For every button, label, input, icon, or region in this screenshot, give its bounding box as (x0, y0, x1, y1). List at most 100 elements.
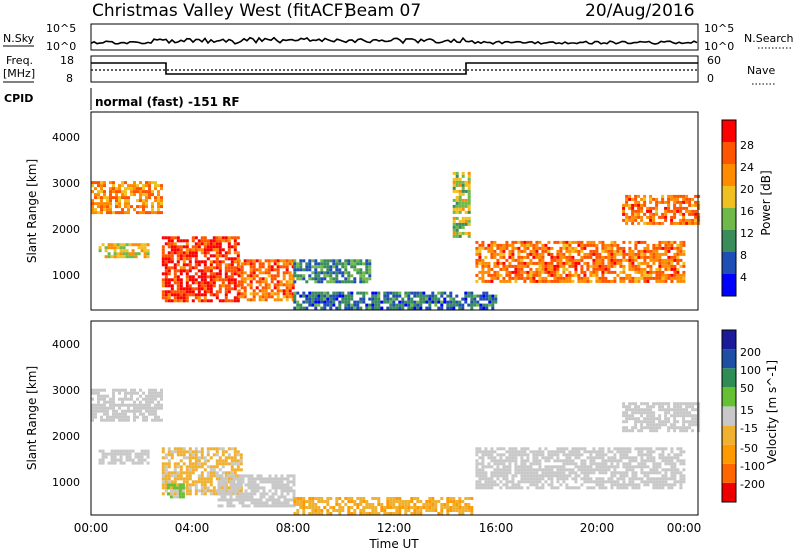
heatmap-cell-6 (532, 456, 536, 460)
heatmap-cell-7 (616, 249, 620, 253)
heatmap-cell-6 (458, 180, 462, 184)
heatmap-cell-6 (595, 465, 599, 469)
heatmap-cell-6 (559, 459, 563, 463)
heatmap-cell-7 (541, 255, 545, 259)
heatmap-cell-0 (133, 406, 136, 410)
heatmap-cell-4 (286, 498, 290, 502)
heatmap-cell-6 (652, 480, 656, 484)
heatmap-cell-6 (481, 453, 485, 457)
heatmap-cell-5 (371, 291, 375, 295)
heatmap-cell-6 (577, 450, 581, 454)
heatmap-cell-2 (197, 263, 201, 267)
heatmap-cell-0 (151, 400, 154, 404)
heatmap-cell-4 (232, 483, 236, 487)
heatmap-cell-6 (628, 459, 632, 463)
heatmap-cell-2 (224, 236, 228, 240)
heatmap-cell-2 (215, 477, 219, 481)
heatmap-cell-0 (157, 205, 160, 209)
heatmap-cell-7 (637, 255, 641, 259)
heatmap-cell-4 (280, 477, 284, 481)
heatmap-cell-6 (598, 483, 602, 487)
heatmap-cell-7 (613, 276, 617, 280)
heatmap-cell-0 (151, 409, 154, 413)
heatmap-cell-5 (398, 500, 402, 503)
heatmap-cell-2 (233, 450, 237, 454)
heatmap-cell-2 (194, 236, 198, 240)
heatmap-cell-5 (326, 512, 330, 515)
heatmap-cell-7 (661, 420, 665, 424)
heatmap-cell-7 (481, 246, 485, 250)
heatmap-cell-5 (449, 497, 453, 500)
heatmap-cell-2 (167, 474, 171, 478)
heatmap-cell-3 (252, 289, 256, 293)
heatmap-cell-7 (598, 258, 602, 262)
heatmap-cell-8 (643, 197, 647, 201)
heatmap-cell-3 (243, 259, 247, 263)
heatmap-cell-5 (326, 509, 330, 512)
heatmap-cell-6 (538, 480, 542, 484)
heatmap-cell-7 (634, 426, 638, 430)
heatmap-cell-0 (94, 388, 97, 392)
heatmap-cell-2 (233, 245, 237, 249)
heatmap-cell-2 (197, 465, 201, 469)
heatmap-cell-7 (640, 252, 644, 256)
heatmap-cell-3 (270, 274, 274, 278)
heatmap-cell-5 (317, 291, 321, 295)
heatmap-cell-6 (464, 204, 468, 208)
heatmap-cell-2 (170, 471, 174, 475)
heatmap-cell-2 (182, 293, 186, 297)
heatmap-cell-4 (232, 474, 236, 478)
heatmap-cell-7 (628, 240, 632, 244)
heatmap-cell-8 (670, 218, 674, 222)
heatmap-cell-2 (218, 468, 222, 472)
heatmap-cell-8 (664, 209, 668, 213)
vel-cbar-tick-15: 15 (740, 404, 754, 417)
heatmap-cell-8 (670, 209, 674, 213)
heatmap-cell-7 (598, 267, 602, 271)
heatmap-cell-6 (649, 456, 653, 460)
heatmap-cell-5 (374, 512, 378, 515)
heatmap-cell-2 (212, 275, 216, 279)
heatmap-cell-7 (646, 420, 650, 424)
heatmap-cell-4 (220, 483, 224, 487)
heatmap-cell-7 (553, 276, 557, 280)
heatmap-cell-5 (431, 500, 435, 503)
heatmap-cell-4 (293, 265, 297, 269)
heatmap-cell-7 (556, 264, 560, 268)
heatmap-cell-0 (109, 415, 112, 419)
heatmap-cell-7 (673, 246, 677, 250)
heatmap-cell-6 (580, 468, 584, 472)
heatmap-cell-5 (335, 497, 339, 500)
heatmap-cell-4 (268, 477, 272, 481)
heatmap-cell-4 (323, 265, 327, 269)
heatmap-cell-8 (622, 206, 626, 210)
heatmap-cell-7 (487, 270, 491, 274)
heatmap-cell-8 (685, 221, 689, 225)
heatmap-cell-5 (296, 503, 300, 506)
heatmap-cell-5 (368, 306, 372, 310)
heatmap-cell-0 (142, 190, 145, 194)
heatmap-cell-6 (541, 471, 545, 475)
heatmap-cell-7 (541, 249, 545, 253)
heatmap-cell-4 (293, 274, 297, 278)
heatmap-cell-4 (256, 483, 260, 487)
heatmap-cell-6 (619, 474, 623, 478)
heatmap-cell-7 (676, 408, 680, 412)
power-cbar-tick-8: 8 (740, 249, 747, 262)
heatmap-cell-7 (691, 414, 695, 418)
heatmap-cell-5 (428, 506, 432, 509)
heatmap-cell-7 (565, 240, 569, 244)
heatmap-cell-5 (452, 500, 456, 503)
heatmap-cell-6 (508, 468, 512, 472)
heatmap-cell-7 (697, 426, 701, 430)
heatmap-cell-4 (305, 268, 309, 272)
heatmap-cell-2 (170, 239, 174, 243)
xtick-1600: 16:00 (479, 521, 514, 535)
heatmap-cell-5 (494, 300, 498, 304)
heatmap-cell-2 (167, 450, 171, 454)
heatmap-cell-5 (440, 294, 444, 298)
heatmap-cell-2 (176, 492, 180, 496)
heatmap-cell-6 (640, 459, 644, 463)
heatmap-cell-5 (395, 506, 399, 509)
heatmap-cell-7 (670, 276, 674, 280)
